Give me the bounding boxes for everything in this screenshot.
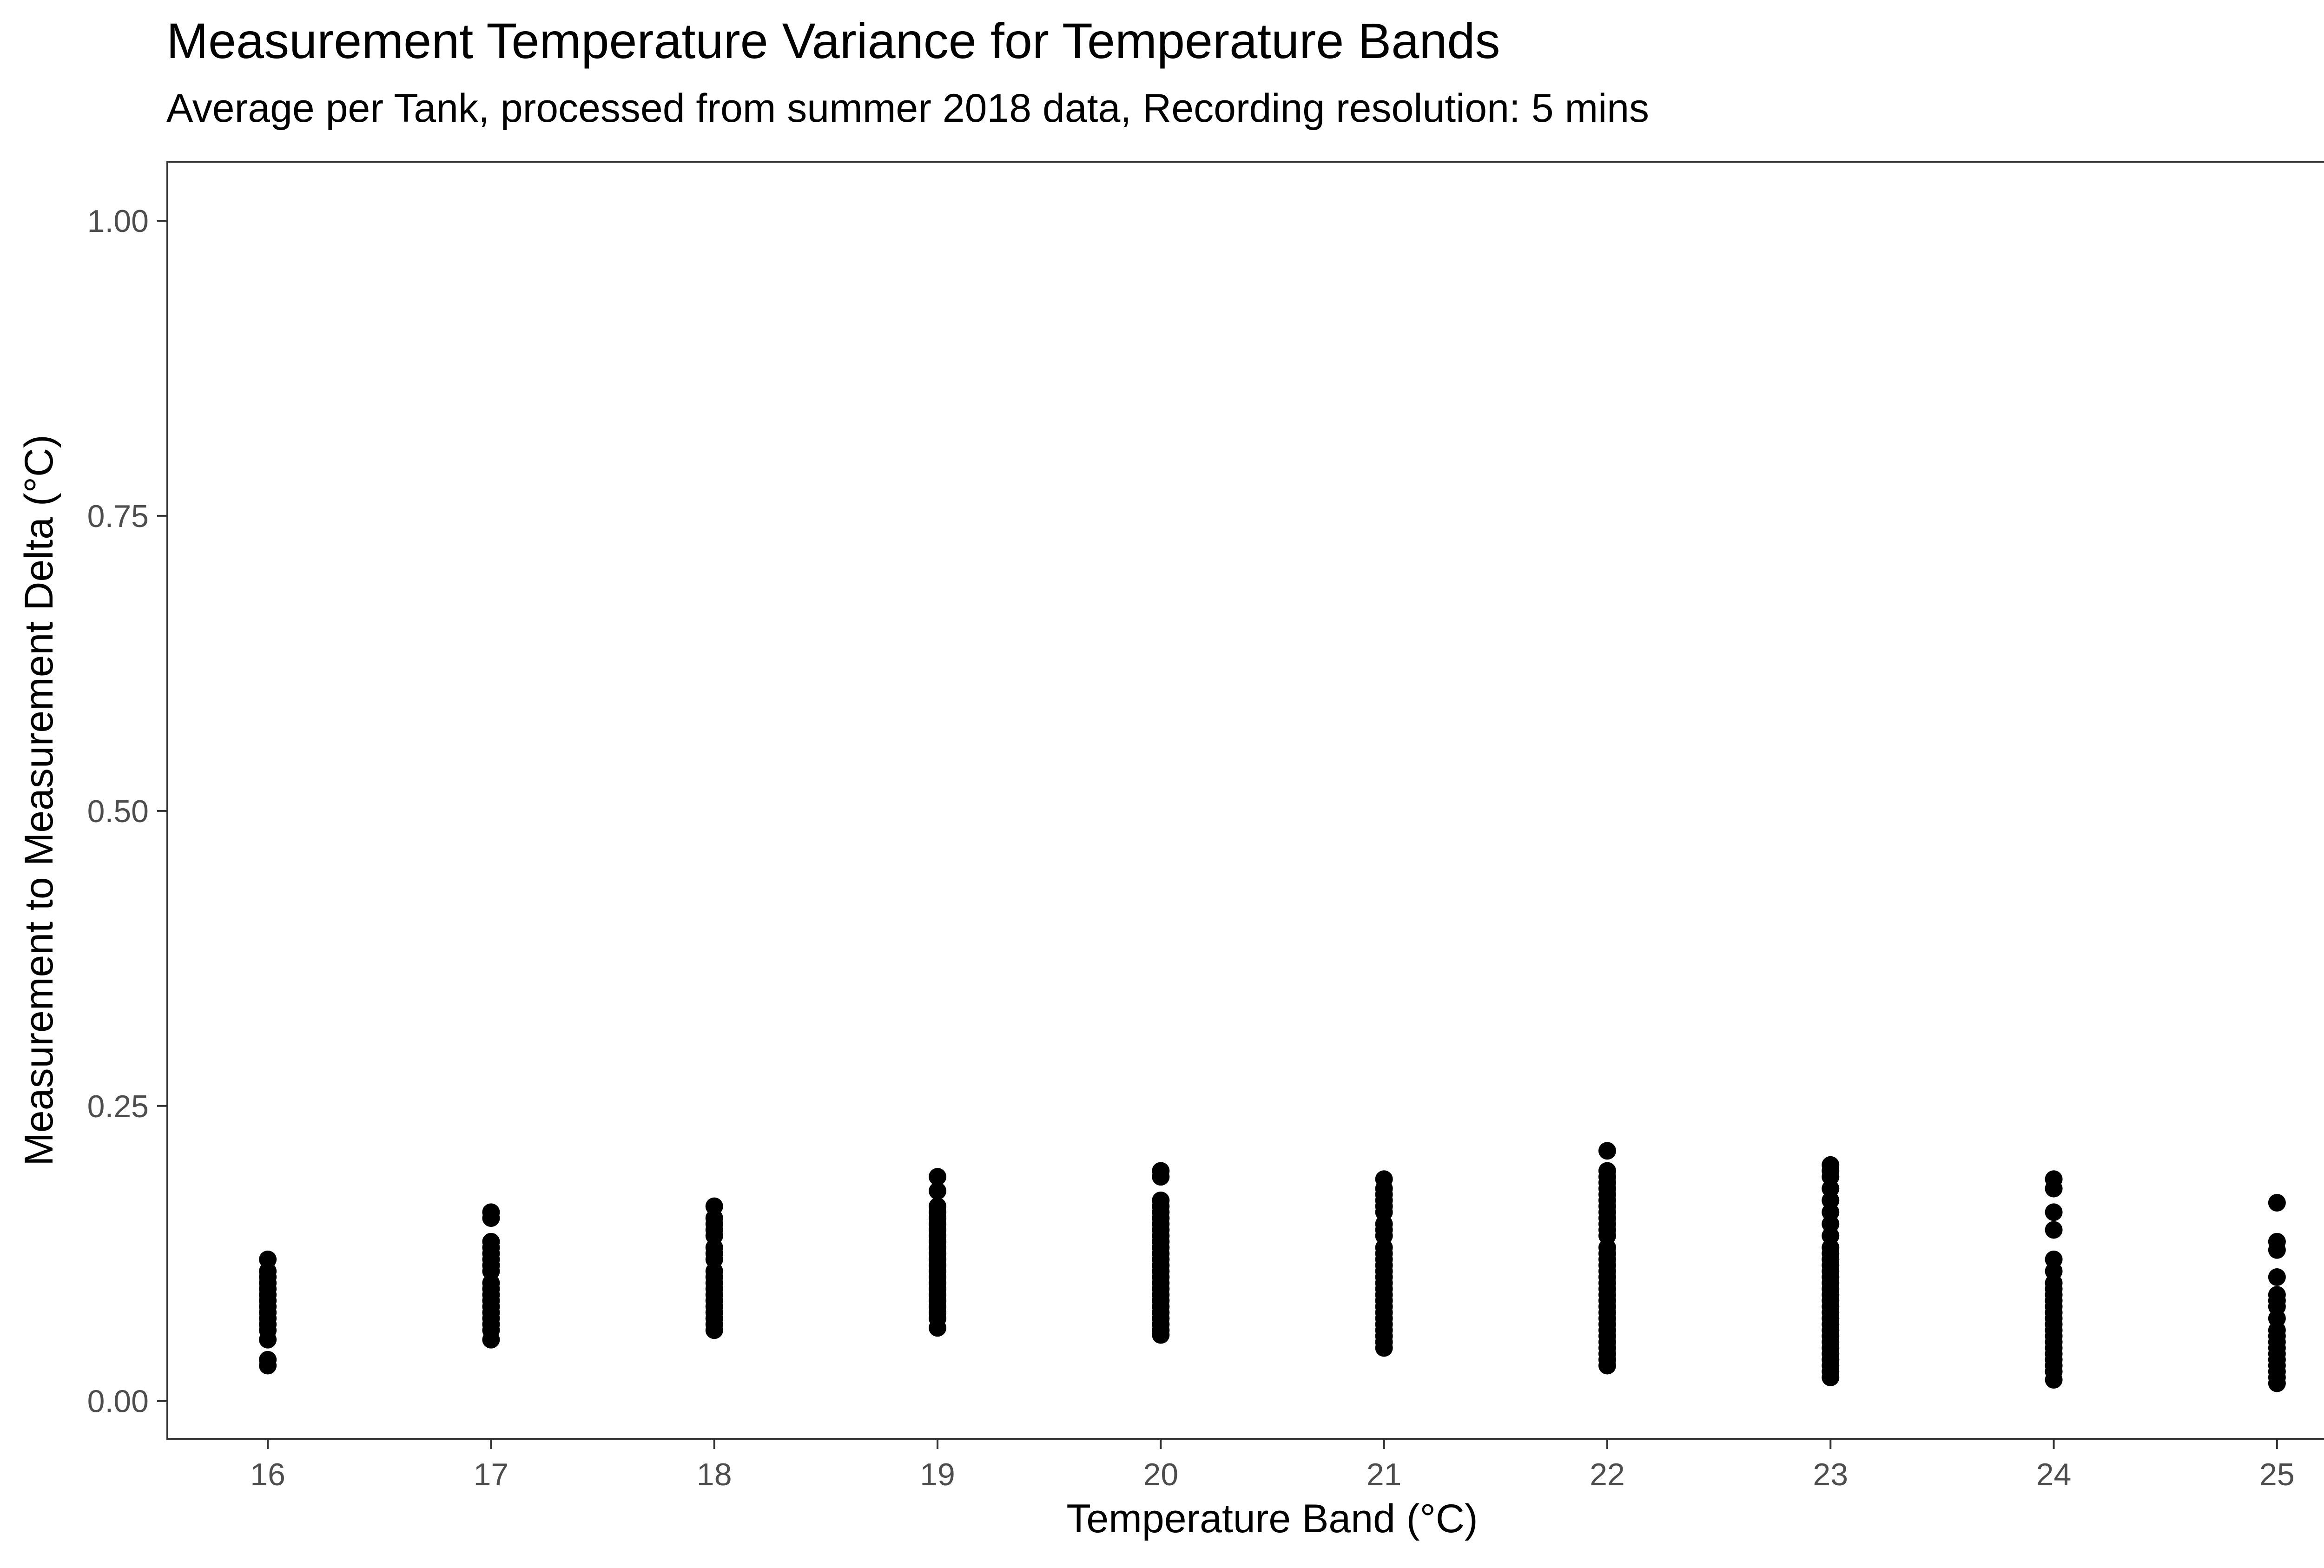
- data-point: [1822, 1156, 1840, 1174]
- data-point: [259, 1250, 277, 1268]
- data-point: [705, 1197, 723, 1215]
- x-tick-label: 23: [1813, 1457, 1848, 1492]
- x-axis: 16 17 18 19 20 21 22 23 24 25: [250, 1439, 2295, 1492]
- data-point: [1152, 1162, 1170, 1180]
- data-point: [1375, 1170, 1393, 1188]
- data-point: [2268, 1286, 2286, 1304]
- y-tick-label: 0.75: [87, 499, 149, 534]
- y-axis-label: Measurement to Measurement Delta (°C): [17, 435, 61, 1166]
- x-tick-label: 20: [1143, 1457, 1179, 1492]
- chart-subtitle: Average per Tank, processed from summer …: [166, 86, 1649, 131]
- data-point: [2045, 1250, 2063, 1268]
- data-point: [1598, 1162, 1616, 1180]
- plot-panel: [166, 161, 2324, 1440]
- x-tick-label: 22: [1590, 1457, 1625, 1492]
- x-tick-label: 18: [697, 1457, 732, 1492]
- x-tick-label: 24: [2036, 1457, 2072, 1492]
- data-point: [1598, 1142, 1616, 1160]
- x-tick-label: 16: [250, 1457, 285, 1492]
- x-tick-label: 19: [920, 1457, 955, 1492]
- data-point: [1152, 1191, 1170, 1209]
- data-point: [929, 1197, 947, 1215]
- y-axis: 0.00 0.25 0.50 0.75 1.00: [87, 204, 167, 1419]
- y-tick-label: 0.25: [87, 1089, 149, 1124]
- data-point: [2045, 1170, 2063, 1188]
- x-tick-label: 25: [2259, 1457, 2295, 1492]
- y-tick-label: 0.00: [87, 1384, 149, 1419]
- data-point: [259, 1351, 277, 1369]
- data-point: [2045, 1203, 2063, 1221]
- data-point: [929, 1182, 947, 1200]
- x-tick-label: 21: [1367, 1457, 1402, 1492]
- data-points: [259, 1142, 2286, 1392]
- y-tick-label: 0.50: [87, 794, 149, 829]
- data-point: [2268, 1194, 2286, 1212]
- x-tick-label: 17: [474, 1457, 509, 1492]
- data-point: [2268, 1232, 2286, 1251]
- data-point: [2268, 1268, 2286, 1286]
- x-axis-label: Temperature Band (°C): [1066, 1496, 1478, 1541]
- data-point: [2045, 1221, 2063, 1239]
- chart-title: Measurement Temperature Variance for Tem…: [166, 13, 1500, 69]
- data-point: [482, 1203, 500, 1221]
- y-tick-label: 1.00: [87, 204, 149, 239]
- data-point: [482, 1232, 500, 1251]
- data-point: [929, 1168, 947, 1186]
